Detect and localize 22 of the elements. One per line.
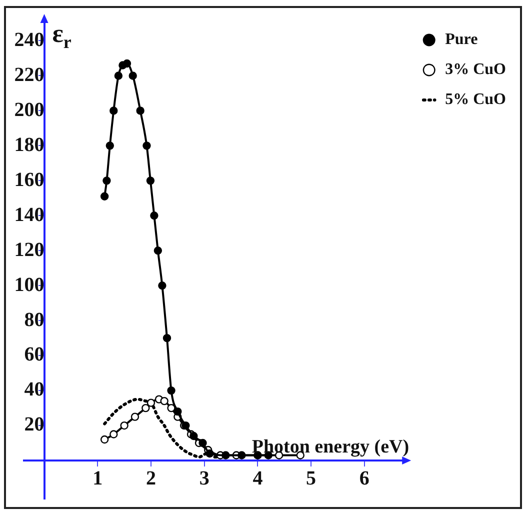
y-tick-label: 100 [14, 274, 44, 296]
x-tick-label: 5 [306, 468, 316, 490]
x-tick-label: 2 [146, 468, 156, 490]
y-tick-label: 20 [24, 414, 44, 436]
x-axis-title: Photon energy (eV) [252, 436, 410, 458]
y-tick-label: 120 [14, 238, 44, 261]
y-tick-label: 180 [14, 134, 44, 156]
y-tick-label: 220 [14, 64, 44, 86]
y-tick-label: 160 [14, 168, 44, 191]
legend-label: 5% CuO [445, 91, 506, 108]
y-tick-label: 200 [14, 98, 44, 121]
x-tick-label: 4 [252, 468, 263, 490]
x-tick-label: 3 [199, 468, 210, 490]
y-tick-label: 240 [14, 28, 44, 51]
y-tick-label: 80 [24, 308, 44, 331]
y-tick-label: 60 [24, 344, 44, 366]
legend-label: Pure [445, 31, 478, 48]
y-tick-label: 140 [14, 204, 44, 226]
legend-label: 3% CuO [445, 61, 506, 78]
x-tick-label: 6 [359, 468, 370, 490]
x-tick-label: 1 [92, 468, 103, 490]
y-tick-label: 40 [24, 378, 44, 401]
